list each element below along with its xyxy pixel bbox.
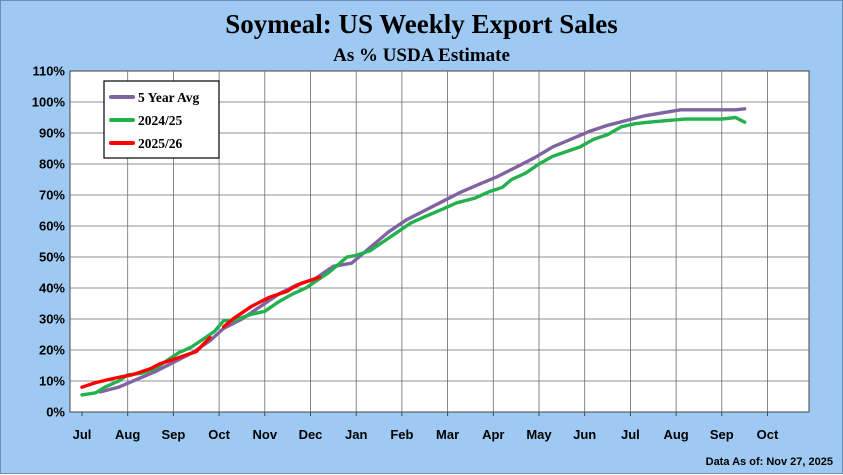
x-tick-label: Aug (115, 427, 140, 442)
legend-label-2025-26: 2025/26 (138, 136, 183, 151)
x-tick-label: Sep (161, 427, 185, 442)
x-tick-label: Dec (299, 427, 323, 442)
y-tick-labels: 0% 10% 20% 30% 40% 50% 60% 70% 80% 90% 100% 110% (32, 64, 66, 420)
x-tick-label: Jul (621, 427, 640, 442)
x-tick-label: Jan (345, 427, 367, 442)
x-tick-label: Sep (710, 427, 734, 442)
y-tick-label: 70% (39, 188, 65, 203)
x-tick-label: Mar (436, 427, 459, 442)
series-line-2024-25 (80, 115, 747, 397)
y-tick-label: 110% (32, 64, 65, 79)
y-tick-label: 40% (39, 281, 65, 296)
x-tick-label: Nov (253, 427, 278, 442)
legend: 5 Year Avg 2024/25 2025/26 (103, 80, 220, 159)
data-as-of-note: Data As of: Nov 27, 2025 (705, 456, 833, 468)
y-tick-label: 50% (39, 250, 65, 265)
chart-subtitle: As % USDA Estimate (333, 45, 510, 66)
series-line-5-year-avg (98, 107, 747, 394)
series-line-2025-26 (222, 275, 322, 329)
legend-label-5-year-avg: 5 Year Avg (138, 90, 199, 105)
x-tick-label: Jun (573, 427, 596, 442)
y-tick-label: 60% (39, 219, 65, 234)
x-tick-label: Aug (663, 427, 688, 442)
x-tick-label: Jul (73, 427, 92, 442)
x-tick-label: May (526, 427, 552, 442)
chart-title: Soymeal: US Weekly Export Sales (225, 9, 618, 39)
x-tick-label: Feb (390, 427, 413, 442)
x-tick-label: Oct (208, 427, 230, 442)
y-tick-label: 80% (39, 157, 65, 172)
y-tick-label: 20% (39, 343, 65, 358)
y-tick-label: 90% (39, 126, 65, 141)
x-tick-label: Apr (482, 427, 504, 442)
legend-label-2024-25: 2024/25 (138, 113, 183, 128)
x-tick-label: Oct (757, 427, 779, 442)
y-tick-label: 0% (46, 405, 65, 420)
y-tick-label: 30% (39, 312, 65, 327)
y-tick-label: 10% (39, 374, 65, 389)
series-lines (80, 107, 747, 397)
y-tick-label: 100% (32, 95, 66, 110)
x-tick-labels: Jul Aug Sep Oct Nov Dec Jan Feb Mar Apr May Jun Jul A… (73, 427, 779, 442)
series-line-2025-26 (80, 335, 212, 389)
